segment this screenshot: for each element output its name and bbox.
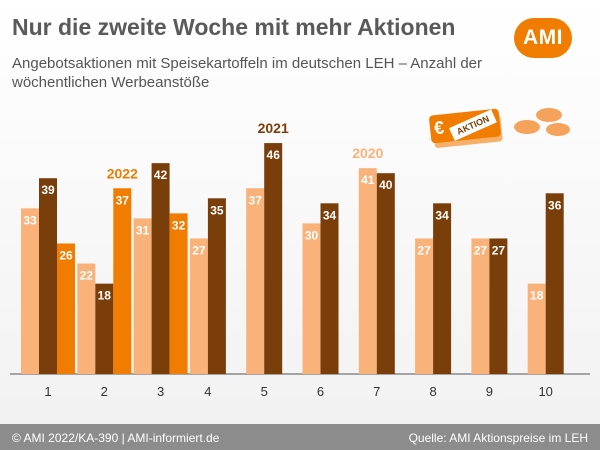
bar-2020-week-9: [471, 238, 490, 374]
data-label-2022-week-1: 26: [59, 248, 73, 262]
x-tick-label-6: 6: [317, 384, 324, 399]
bar-2021-week-4: [207, 198, 226, 374]
x-tick-label-7: 7: [373, 384, 380, 399]
bar-2022-week-2: [113, 188, 132, 374]
data-label-2021-week-2: 18: [98, 289, 112, 303]
bar-2022-week-3: [169, 213, 188, 374]
data-label-2022-week-2: 37: [116, 193, 130, 207]
bar-2020-week-1: [21, 208, 39, 374]
data-label-2020-week-7: 41: [361, 173, 375, 187]
bar-2021-week-7: [376, 173, 395, 374]
data-label-2020-week-4: 27: [192, 243, 206, 257]
bar-2020-week-3: [133, 218, 152, 374]
data-label-2020-week-1: 33: [23, 213, 37, 227]
data-label-2021-week-8: 34: [435, 208, 449, 222]
bar-2020-week-2: [77, 263, 96, 374]
bar-2020-week-6: [302, 223, 321, 374]
data-label-2021-week-4: 35: [210, 203, 224, 217]
x-tick-label-2: 2: [101, 384, 108, 399]
footer-copyright: © AMI 2022/KA-390 | AMI-informiert.de: [12, 431, 220, 445]
data-label-2020-week-6: 30: [305, 228, 319, 242]
x-tick-label-10: 10: [538, 384, 552, 399]
bar-2021-week-1: [39, 178, 57, 374]
data-label-2021-week-6: 34: [323, 208, 337, 222]
x-tick-label-1: 1: [44, 384, 51, 399]
data-label-2020-week-9: 27: [474, 243, 488, 257]
legend-label-2021: 2021: [258, 120, 289, 136]
data-label-2021-week-9: 27: [492, 243, 506, 257]
bar-2020-week-7: [358, 168, 377, 374]
chart-title: Nur die zweite Woche mit mehr Aktionen: [12, 14, 456, 40]
data-label-2021-week-1: 39: [41, 183, 55, 197]
data-label-2020-week-3: 31: [136, 223, 150, 237]
bar-2020-week-10: [527, 283, 546, 374]
bar-2021-week-3: [151, 163, 170, 374]
bar-2021-week-9: [489, 238, 508, 374]
x-tick-label-9: 9: [486, 384, 493, 399]
bar-2020-week-5: [246, 188, 265, 374]
bar-2022-week-1: [57, 243, 75, 374]
x-tick-label-5: 5: [261, 384, 268, 399]
bar-2021-week-8: [433, 203, 452, 374]
x-tick-label-8: 8: [429, 384, 436, 399]
bar-2020-week-8: [415, 238, 434, 374]
footer-source: Quelle: AMI Aktionspreise im LEH: [408, 431, 588, 445]
bar-2021-week-6: [320, 203, 339, 374]
data-label-2021-week-5: 46: [267, 148, 281, 162]
x-tick-label-3: 3: [157, 384, 164, 399]
footer-bar: © AMI 2022/KA-390 | AMI-informiert.de Qu…: [0, 424, 600, 450]
legend-label-2022: 2022: [107, 165, 138, 181]
bar-2021-week-5: [264, 143, 283, 374]
data-label-2020-week-10: 18: [530, 289, 544, 303]
data-label-2022-week-3: 32: [172, 218, 186, 232]
bar-2020-week-4: [189, 238, 208, 374]
data-label-2021-week-10: 36: [548, 198, 562, 212]
data-label-2020-week-8: 27: [417, 243, 431, 257]
legend-label-2020: 2020: [352, 145, 383, 161]
bar-2021-week-2: [95, 283, 114, 374]
bar-2021-week-10: [545, 193, 564, 374]
ami-logo: AMI: [514, 18, 572, 58]
chart-subtitle: Angebotsaktionen mit Speisekartoffeln im…: [12, 55, 483, 91]
data-label-2021-week-3: 42: [154, 168, 168, 182]
data-label-2020-week-2: 22: [80, 269, 94, 283]
data-label-2021-week-7: 40: [379, 178, 393, 192]
x-tick-label-4: 4: [204, 384, 211, 399]
data-label-2020-week-5: 37: [249, 193, 263, 207]
